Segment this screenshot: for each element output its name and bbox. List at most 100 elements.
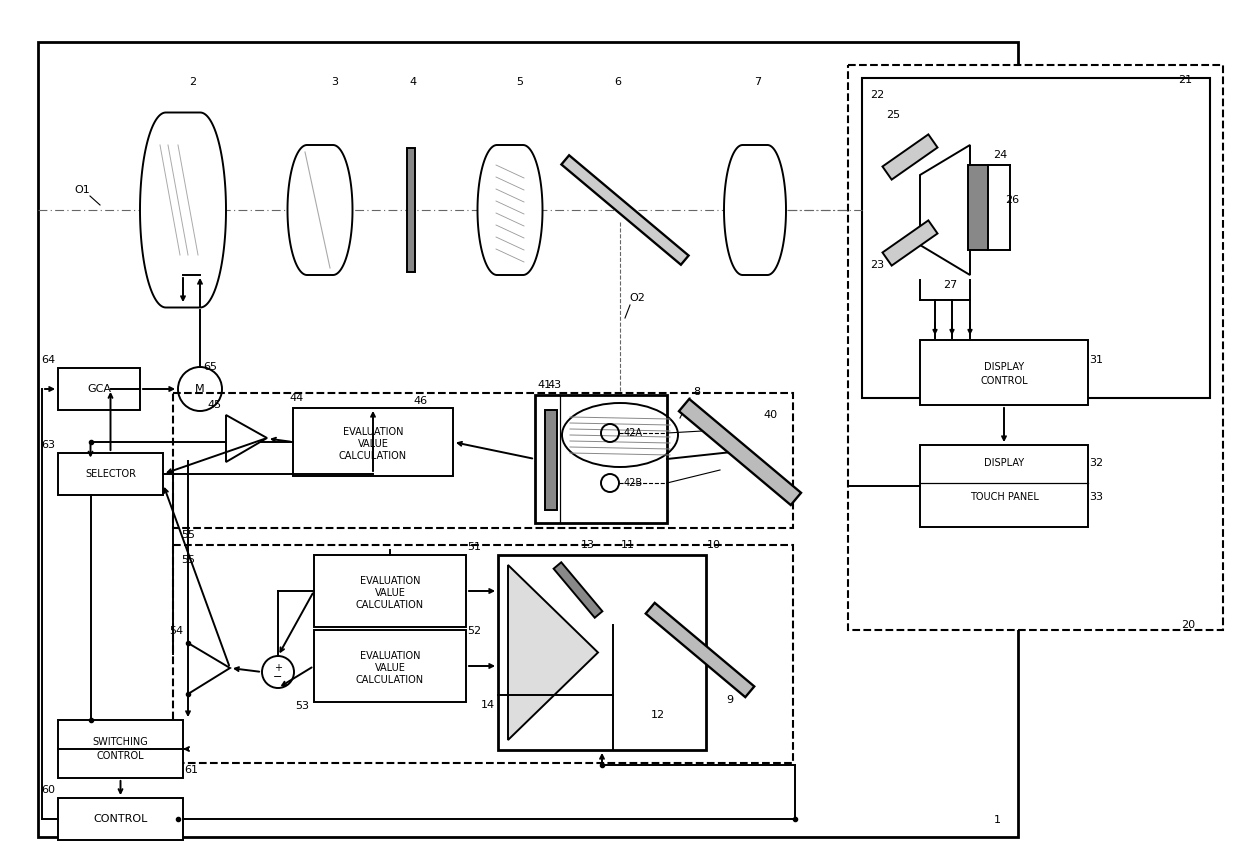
Text: GCA: GCA (87, 384, 112, 394)
Text: 43: 43 (548, 380, 562, 390)
Text: 51: 51 (467, 542, 481, 552)
Text: EVALUATION: EVALUATION (342, 427, 403, 437)
Text: 33: 33 (1089, 492, 1104, 502)
Text: +: + (274, 663, 281, 673)
Text: 6: 6 (615, 77, 621, 87)
Text: 61: 61 (184, 765, 198, 775)
FancyBboxPatch shape (407, 148, 415, 272)
Text: 54: 54 (169, 626, 184, 636)
Polygon shape (288, 145, 352, 275)
FancyBboxPatch shape (920, 445, 1087, 527)
Text: 20: 20 (1180, 620, 1195, 630)
Text: O1: O1 (74, 185, 89, 195)
Polygon shape (562, 155, 688, 265)
Text: 3: 3 (331, 77, 339, 87)
FancyBboxPatch shape (174, 393, 794, 528)
Text: M: M (195, 384, 205, 394)
FancyBboxPatch shape (58, 798, 184, 840)
FancyBboxPatch shape (498, 555, 706, 750)
Text: 46: 46 (413, 396, 427, 406)
Text: 7: 7 (754, 77, 761, 87)
Text: 26: 26 (1004, 195, 1019, 205)
Text: 31: 31 (1089, 355, 1104, 365)
Text: 60: 60 (41, 785, 55, 795)
Text: 9: 9 (727, 695, 734, 705)
Text: VALUE: VALUE (374, 663, 405, 673)
Text: SWITCHING: SWITCHING (93, 737, 149, 747)
Text: 32: 32 (1089, 458, 1104, 468)
FancyBboxPatch shape (314, 630, 466, 702)
Text: EVALUATION: EVALUATION (360, 651, 420, 661)
Text: 8: 8 (693, 387, 701, 397)
Text: 23: 23 (870, 260, 884, 270)
Text: VALUE: VALUE (374, 588, 405, 598)
Text: 10: 10 (707, 540, 720, 550)
Text: 44: 44 (290, 393, 304, 403)
Text: DISPLAY: DISPLAY (983, 458, 1024, 468)
Text: 40: 40 (763, 410, 777, 420)
FancyBboxPatch shape (314, 555, 466, 627)
FancyBboxPatch shape (38, 42, 1018, 837)
Text: 25: 25 (885, 110, 900, 120)
Polygon shape (226, 415, 267, 462)
Polygon shape (477, 145, 542, 275)
Text: 24: 24 (993, 150, 1007, 160)
Text: EVALUATION: EVALUATION (360, 576, 420, 586)
Text: SELECTOR: SELECTOR (86, 469, 136, 479)
Text: 55: 55 (181, 530, 195, 540)
Text: 45: 45 (207, 400, 221, 410)
FancyBboxPatch shape (293, 408, 453, 476)
Polygon shape (140, 113, 226, 308)
Polygon shape (508, 565, 598, 740)
FancyBboxPatch shape (58, 453, 162, 495)
Polygon shape (724, 145, 786, 275)
Text: −: − (273, 672, 283, 682)
Text: 1: 1 (993, 815, 1001, 825)
FancyBboxPatch shape (920, 340, 1087, 405)
Text: 4: 4 (409, 77, 417, 87)
Polygon shape (680, 399, 801, 505)
Text: CALCULATION: CALCULATION (356, 600, 424, 610)
Text: 11: 11 (621, 540, 635, 550)
Polygon shape (553, 563, 603, 618)
Text: 41: 41 (538, 380, 552, 390)
Text: 53: 53 (295, 701, 309, 711)
Text: 65: 65 (203, 362, 217, 372)
Text: 21: 21 (1178, 75, 1192, 85)
FancyBboxPatch shape (174, 545, 794, 763)
Text: CALCULATION: CALCULATION (339, 451, 407, 461)
Polygon shape (920, 145, 970, 275)
Text: CALCULATION: CALCULATION (356, 675, 424, 685)
Text: CONTROL: CONTROL (93, 814, 148, 824)
Text: 12: 12 (651, 710, 665, 720)
Text: TOUCH PANEL: TOUCH PANEL (970, 492, 1038, 502)
Polygon shape (188, 643, 229, 694)
Text: CONTROL: CONTROL (97, 751, 144, 761)
Text: DISPLAY: DISPLAY (983, 362, 1024, 371)
FancyBboxPatch shape (968, 165, 988, 250)
Text: 22: 22 (870, 90, 884, 100)
Polygon shape (883, 134, 937, 180)
Text: 27: 27 (942, 280, 957, 290)
Text: 63: 63 (41, 440, 55, 450)
FancyBboxPatch shape (546, 410, 557, 510)
Text: 2: 2 (190, 77, 197, 87)
FancyBboxPatch shape (534, 395, 667, 523)
Text: O2: O2 (629, 293, 645, 303)
Text: 55: 55 (181, 555, 195, 565)
FancyBboxPatch shape (848, 65, 1223, 630)
Polygon shape (646, 603, 754, 698)
Text: 13: 13 (582, 540, 595, 550)
Text: 14: 14 (481, 700, 495, 710)
Text: 5: 5 (517, 77, 523, 87)
Text: 42B: 42B (624, 478, 642, 488)
Text: VALUE: VALUE (357, 439, 388, 449)
Text: 64: 64 (41, 355, 55, 365)
FancyBboxPatch shape (862, 78, 1210, 398)
FancyBboxPatch shape (58, 720, 184, 778)
Text: 42A: 42A (624, 428, 642, 438)
Text: 52: 52 (467, 626, 481, 636)
Text: CONTROL: CONTROL (980, 375, 1028, 386)
FancyBboxPatch shape (58, 368, 140, 410)
Polygon shape (883, 221, 937, 265)
